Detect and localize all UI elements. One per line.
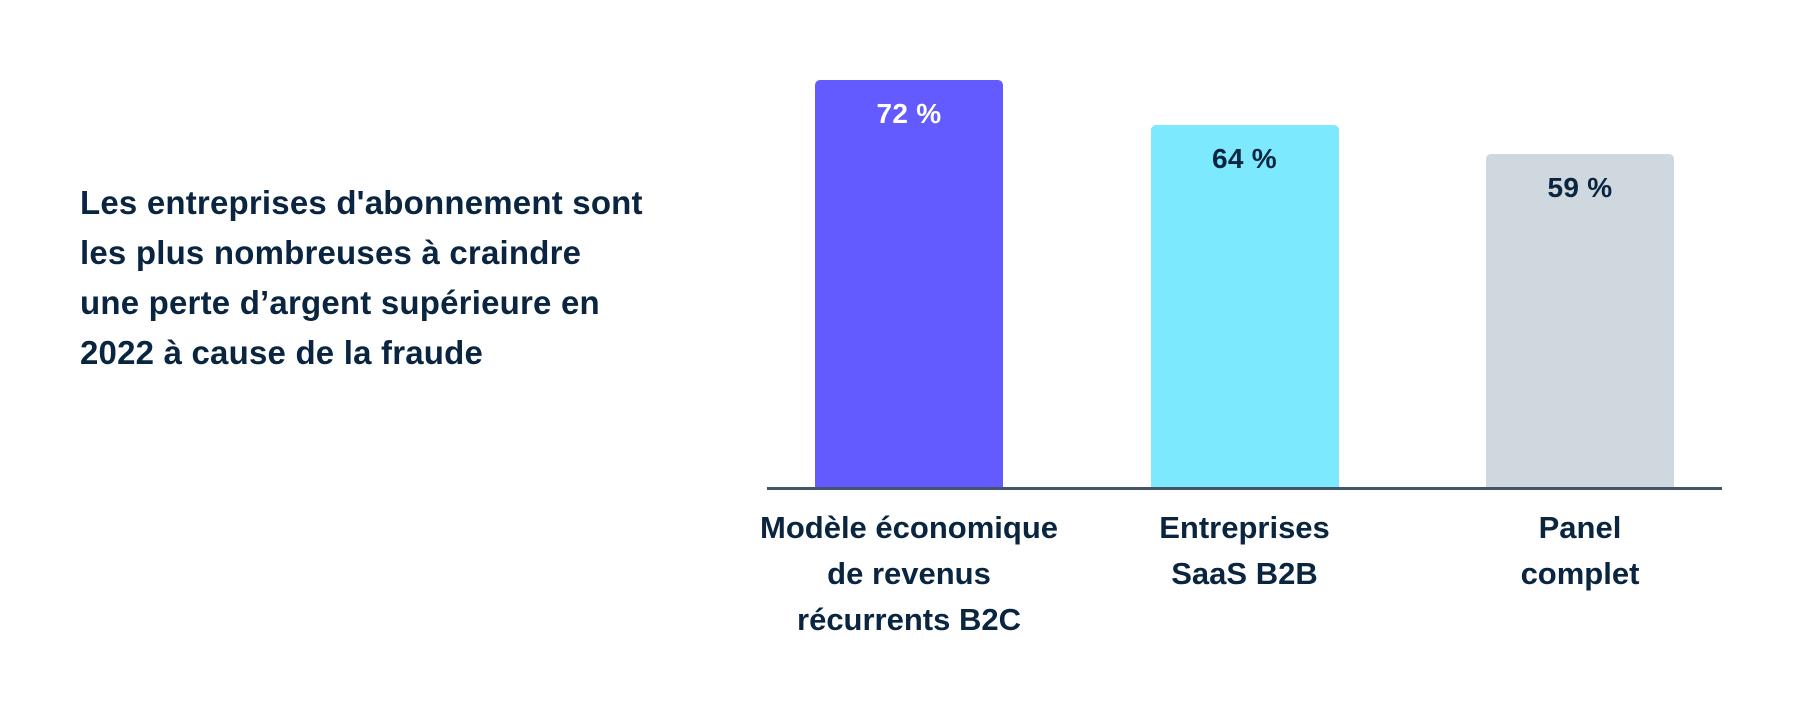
bar: 64 %: [1150, 125, 1339, 487]
bar-category-label: Modèle économique de revenus récurrents …: [760, 510, 1058, 637]
bar-value-label: 64 %: [1211, 143, 1278, 174]
bar-value-label: 72 %: [876, 98, 942, 129]
x-axis-line: [767, 487, 1722, 490]
bar-category-slot: Modèle économique de revenus récurrents …: [760, 505, 1058, 645]
bar-value-label: 59 %: [1547, 172, 1613, 203]
bars-row: 72 % 64 % 59 %: [767, 67, 1722, 487]
bar-category-slot: Entreprises SaaS B2B: [1151, 505, 1339, 645]
bar-category-label: Entreprises SaaS B2B: [1159, 510, 1330, 591]
bar-category-label: Panel complet: [1520, 510, 1640, 591]
bar-chart: 72 % 64 % 59 % Modèle économique de revenu…: [760, 67, 1722, 645]
bar: 72 %: [815, 80, 1003, 487]
bar: 59 %: [1486, 154, 1674, 487]
bar-category-slot: Panel complet: [1486, 505, 1674, 645]
category-labels-row: Modèle économique de revenus récurrents …: [760, 505, 1722, 645]
headline: Les entreprises d'abonnement sont les pl…: [80, 184, 643, 371]
